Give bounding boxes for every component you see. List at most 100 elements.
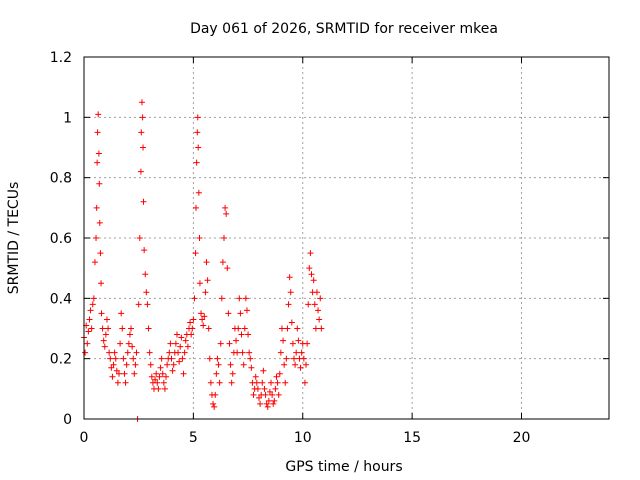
data-point <box>120 355 127 362</box>
data-point <box>233 337 240 344</box>
data-point <box>187 319 194 326</box>
data-point <box>263 400 270 407</box>
data-point <box>207 379 214 386</box>
data-point <box>153 370 160 377</box>
data-point <box>98 280 105 287</box>
data-point <box>265 397 272 404</box>
data-point <box>266 388 273 395</box>
data-point <box>86 316 93 323</box>
data-point <box>243 307 250 314</box>
x-tick-label: 5 <box>189 430 198 446</box>
data-point <box>156 373 163 380</box>
data-point <box>93 204 100 211</box>
data-point <box>85 328 92 335</box>
data-point <box>195 189 202 196</box>
data-point <box>201 313 208 320</box>
data-point <box>285 301 292 308</box>
data-point <box>308 271 315 278</box>
data-points <box>81 99 325 422</box>
data-point <box>103 316 110 323</box>
data-point <box>122 379 129 386</box>
data-point <box>111 349 118 356</box>
data-point <box>155 385 162 392</box>
data-point <box>157 364 164 371</box>
data-point <box>99 325 106 332</box>
data-point <box>94 129 101 136</box>
data-point <box>273 373 280 380</box>
y-tick-label: 0.6 <box>50 231 72 247</box>
data-point <box>135 301 142 308</box>
data-point <box>125 340 132 347</box>
plot-frame <box>83 56 610 420</box>
data-point <box>196 235 203 241</box>
data-point <box>198 310 205 317</box>
data-point <box>176 358 183 365</box>
data-point <box>221 235 227 241</box>
data-point <box>175 349 182 356</box>
data-point <box>110 361 117 368</box>
data-point <box>192 250 199 257</box>
data-point <box>278 325 285 332</box>
data-point <box>89 301 96 308</box>
data-point <box>286 274 293 281</box>
data-point <box>118 310 125 317</box>
data-point <box>98 310 105 317</box>
data-point <box>301 379 308 386</box>
data-point <box>168 355 175 362</box>
data-point <box>250 391 257 398</box>
data-point <box>271 397 278 404</box>
data-point <box>184 343 191 350</box>
chart-title: Day 061 of 2026, SRMTID for receiver mke… <box>190 21 498 37</box>
data-point <box>303 361 310 368</box>
data-point <box>313 289 320 296</box>
data-point <box>178 334 185 341</box>
data-point <box>229 370 236 377</box>
data-point <box>288 319 295 326</box>
data-point <box>239 349 246 356</box>
data-point <box>131 370 138 377</box>
axis-ticks: 0 5 10 15 20 0 0.2 0.4 0.6 0.8 1 1.2 <box>50 50 609 446</box>
data-point <box>237 310 244 317</box>
data-point <box>264 403 271 410</box>
data-point <box>158 355 165 362</box>
data-point <box>100 337 107 344</box>
data-point <box>268 379 275 386</box>
data-point <box>247 355 254 362</box>
data-point <box>227 361 234 368</box>
data-point <box>95 150 102 157</box>
data-point <box>119 325 126 332</box>
data-point <box>94 159 101 166</box>
data-point <box>133 349 140 356</box>
data-point <box>161 385 168 392</box>
y-tick-label: 0.2 <box>50 352 72 368</box>
data-point <box>139 114 146 121</box>
data-point <box>282 379 289 386</box>
data-point <box>311 301 318 308</box>
data-point <box>164 361 171 368</box>
data-point <box>200 322 207 329</box>
data-point <box>241 325 248 332</box>
y-tick-label: 0.4 <box>50 291 72 307</box>
data-point <box>144 301 151 308</box>
data-point <box>109 373 116 380</box>
data-point <box>316 316 323 323</box>
grid <box>84 57 609 419</box>
data-point <box>275 391 282 398</box>
data-point <box>252 373 259 380</box>
data-point <box>140 198 147 205</box>
data-point <box>270 400 277 407</box>
data-point <box>101 343 108 350</box>
data-point <box>170 361 177 368</box>
data-point <box>226 340 233 347</box>
x-tick-label: 0 <box>80 430 89 446</box>
data-point <box>154 379 161 386</box>
data-point <box>172 340 179 347</box>
data-point <box>124 349 131 356</box>
data-point <box>189 325 196 332</box>
data-point <box>138 99 145 106</box>
data-point <box>287 289 294 296</box>
data-point <box>236 295 243 302</box>
data-point <box>114 379 121 386</box>
data-point <box>91 259 98 266</box>
data-point <box>191 295 198 302</box>
